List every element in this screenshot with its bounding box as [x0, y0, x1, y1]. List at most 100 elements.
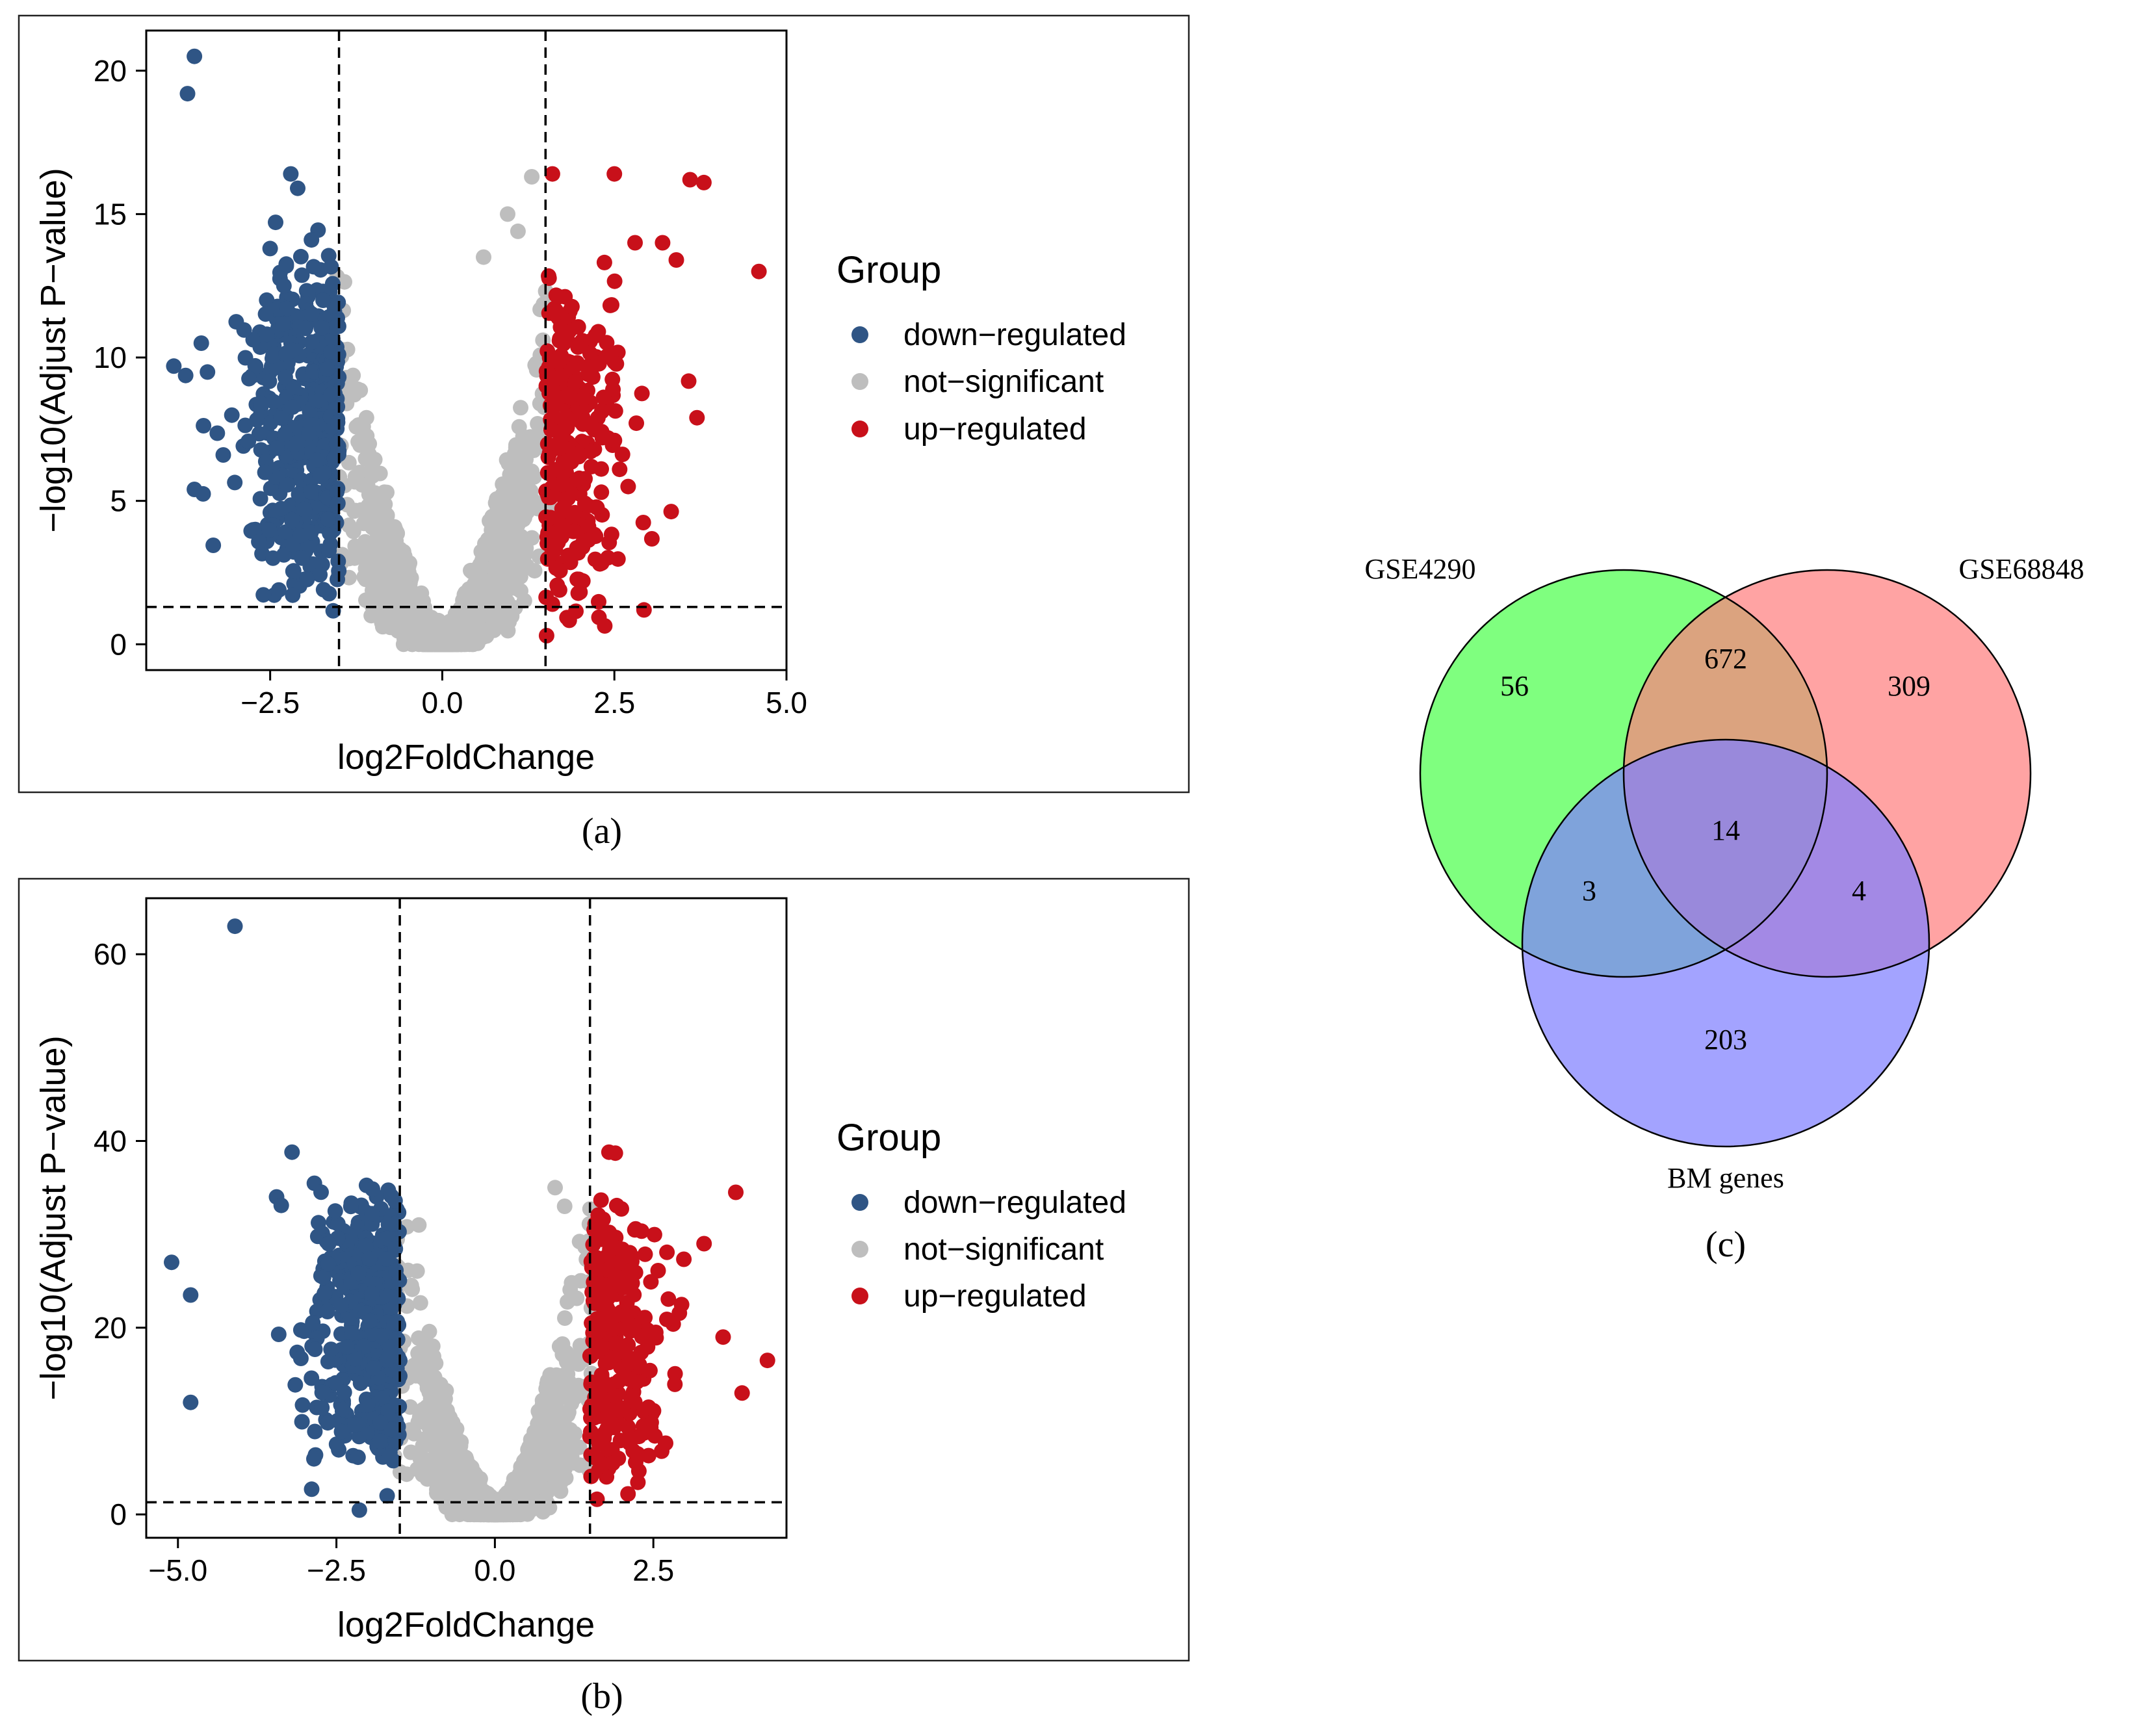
point-up-regulated-a [612, 461, 628, 478]
point-down-regulated-a [261, 373, 278, 389]
point-up-regulated-a [599, 335, 615, 351]
legend-label-up-a: up−regulated [903, 412, 1087, 447]
legend-a: Group down−regulated not−significant up−… [837, 249, 1126, 447]
point-not-significant-a [456, 619, 473, 634]
point-up-regulated-a [551, 289, 567, 305]
point-down-regulated-a [277, 369, 293, 385]
point-down-regulated-a [301, 425, 317, 441]
point-down-regulated-a [317, 437, 333, 454]
point-not-significant-a [388, 578, 404, 595]
panel-a-frame [18, 14, 1190, 794]
point-not-significant-a [517, 510, 532, 526]
point-up-regulated-a [635, 515, 651, 530]
point-up-regulated-a [629, 415, 644, 432]
highlight-point-down-regulated-a [276, 278, 292, 294]
point-down-regulated-a [251, 534, 267, 550]
point-down-regulated-a [322, 344, 339, 360]
point-down-regulated-a [292, 528, 308, 544]
point-up-regulated-a [560, 452, 577, 469]
point-up-regulated-a [579, 359, 595, 375]
point-not-significant-a [350, 381, 366, 397]
point-down-regulated-a [304, 305, 320, 322]
point-up-regulated-a [597, 618, 613, 634]
point-up-regulated-a [554, 528, 570, 545]
point-down-regulated-a [255, 587, 272, 603]
point-not-significant-a [434, 619, 450, 635]
points-a [166, 48, 767, 653]
point-down-regulated-a [323, 387, 339, 403]
point-up-regulated-a [539, 465, 556, 481]
point-up-regulated-a [541, 305, 557, 321]
point-down-regulated-a [278, 256, 294, 272]
y-tick-label-a: 10 [94, 341, 127, 374]
point-down-regulated-a [320, 512, 336, 528]
highlight-point-not-significant-a [500, 206, 515, 222]
point-up-regulated-a [555, 335, 571, 352]
highlight-point-not-significant-a [510, 223, 526, 239]
point-up-regulated-a [552, 563, 568, 579]
point-down-regulated-a [330, 443, 346, 459]
point-not-significant-a [507, 600, 523, 616]
point-not-significant-a [360, 498, 376, 514]
point-down-regulated-a [329, 484, 345, 500]
point-down-regulated-a [285, 563, 302, 579]
point-up-regulated-a [544, 545, 560, 562]
point-up-regulated-a [571, 571, 587, 588]
point-up-regulated-a [588, 328, 604, 344]
y-tick-label-a: 15 [94, 197, 127, 231]
x-tick-label-a: 5.0 [766, 686, 807, 719]
point-down-regulated-a [296, 501, 313, 517]
point-up-regulated-a [570, 339, 586, 355]
highlight-point-down-regulated-a [179, 86, 196, 102]
legend-label-notsig-a: not−significant [903, 365, 1104, 399]
point-not-significant-a [375, 523, 391, 539]
point-up-regulated-a [596, 254, 612, 270]
point-not-significant-a [350, 434, 367, 450]
highlight-point-up-regulated-a [695, 174, 712, 190]
point-not-significant-a [375, 540, 391, 556]
point-up-regulated-a [593, 461, 609, 477]
point-down-regulated-a [237, 417, 253, 434]
reference-lines-a [146, 31, 786, 670]
point-down-regulated-a [196, 418, 212, 434]
highlight-point-up-regulated-a [544, 596, 560, 612]
point-up-regulated-a [543, 510, 559, 526]
point-up-regulated-a [575, 536, 591, 552]
point-up-regulated-a [557, 441, 573, 457]
point-not-significant-a [387, 549, 404, 565]
point-up-regulated-a [606, 273, 623, 289]
point-up-regulated-a [575, 391, 591, 407]
highlight-point-up-regulated-a [620, 478, 636, 495]
point-not-significant-a [480, 601, 497, 617]
point-down-regulated-a [319, 361, 335, 377]
legend-marker-notsig-a [851, 373, 868, 390]
point-up-regulated-a [594, 430, 610, 446]
point-not-significant-a [480, 532, 496, 547]
point-up-regulated-a [603, 526, 619, 543]
point-down-regulated-a [330, 414, 346, 430]
point-up-regulated-a [582, 345, 598, 361]
point-not-significant-a [491, 554, 508, 570]
highlight-point-not-significant-a [524, 169, 540, 185]
point-up-regulated-a [562, 389, 578, 406]
point-down-regulated-a [269, 440, 285, 456]
y-axis-label-a: −log10(Adjust P−value) [34, 168, 73, 532]
point-up-regulated-a [614, 447, 630, 463]
point-down-regulated-a [294, 267, 310, 283]
highlight-point-up-regulated-a [682, 172, 698, 188]
point-down-regulated-a [265, 348, 281, 364]
point-up-regulated-a [663, 504, 679, 520]
highlight-point-up-regulated-a [689, 409, 705, 426]
point-up-regulated-a [599, 348, 615, 365]
point-down-regulated-a [315, 292, 331, 308]
point-not-significant-a [497, 513, 513, 529]
x-axis-label-a: log2FoldChange [337, 738, 595, 777]
point-down-regulated-a [249, 412, 265, 428]
panel-label-a: (a) [582, 811, 622, 851]
point-up-regulated-a [588, 499, 604, 515]
point-down-regulated-a [248, 359, 264, 374]
x-tick-label-a: −2.5 [240, 686, 300, 719]
point-down-regulated-a [227, 474, 243, 491]
point-up-regulated-a [604, 371, 621, 387]
